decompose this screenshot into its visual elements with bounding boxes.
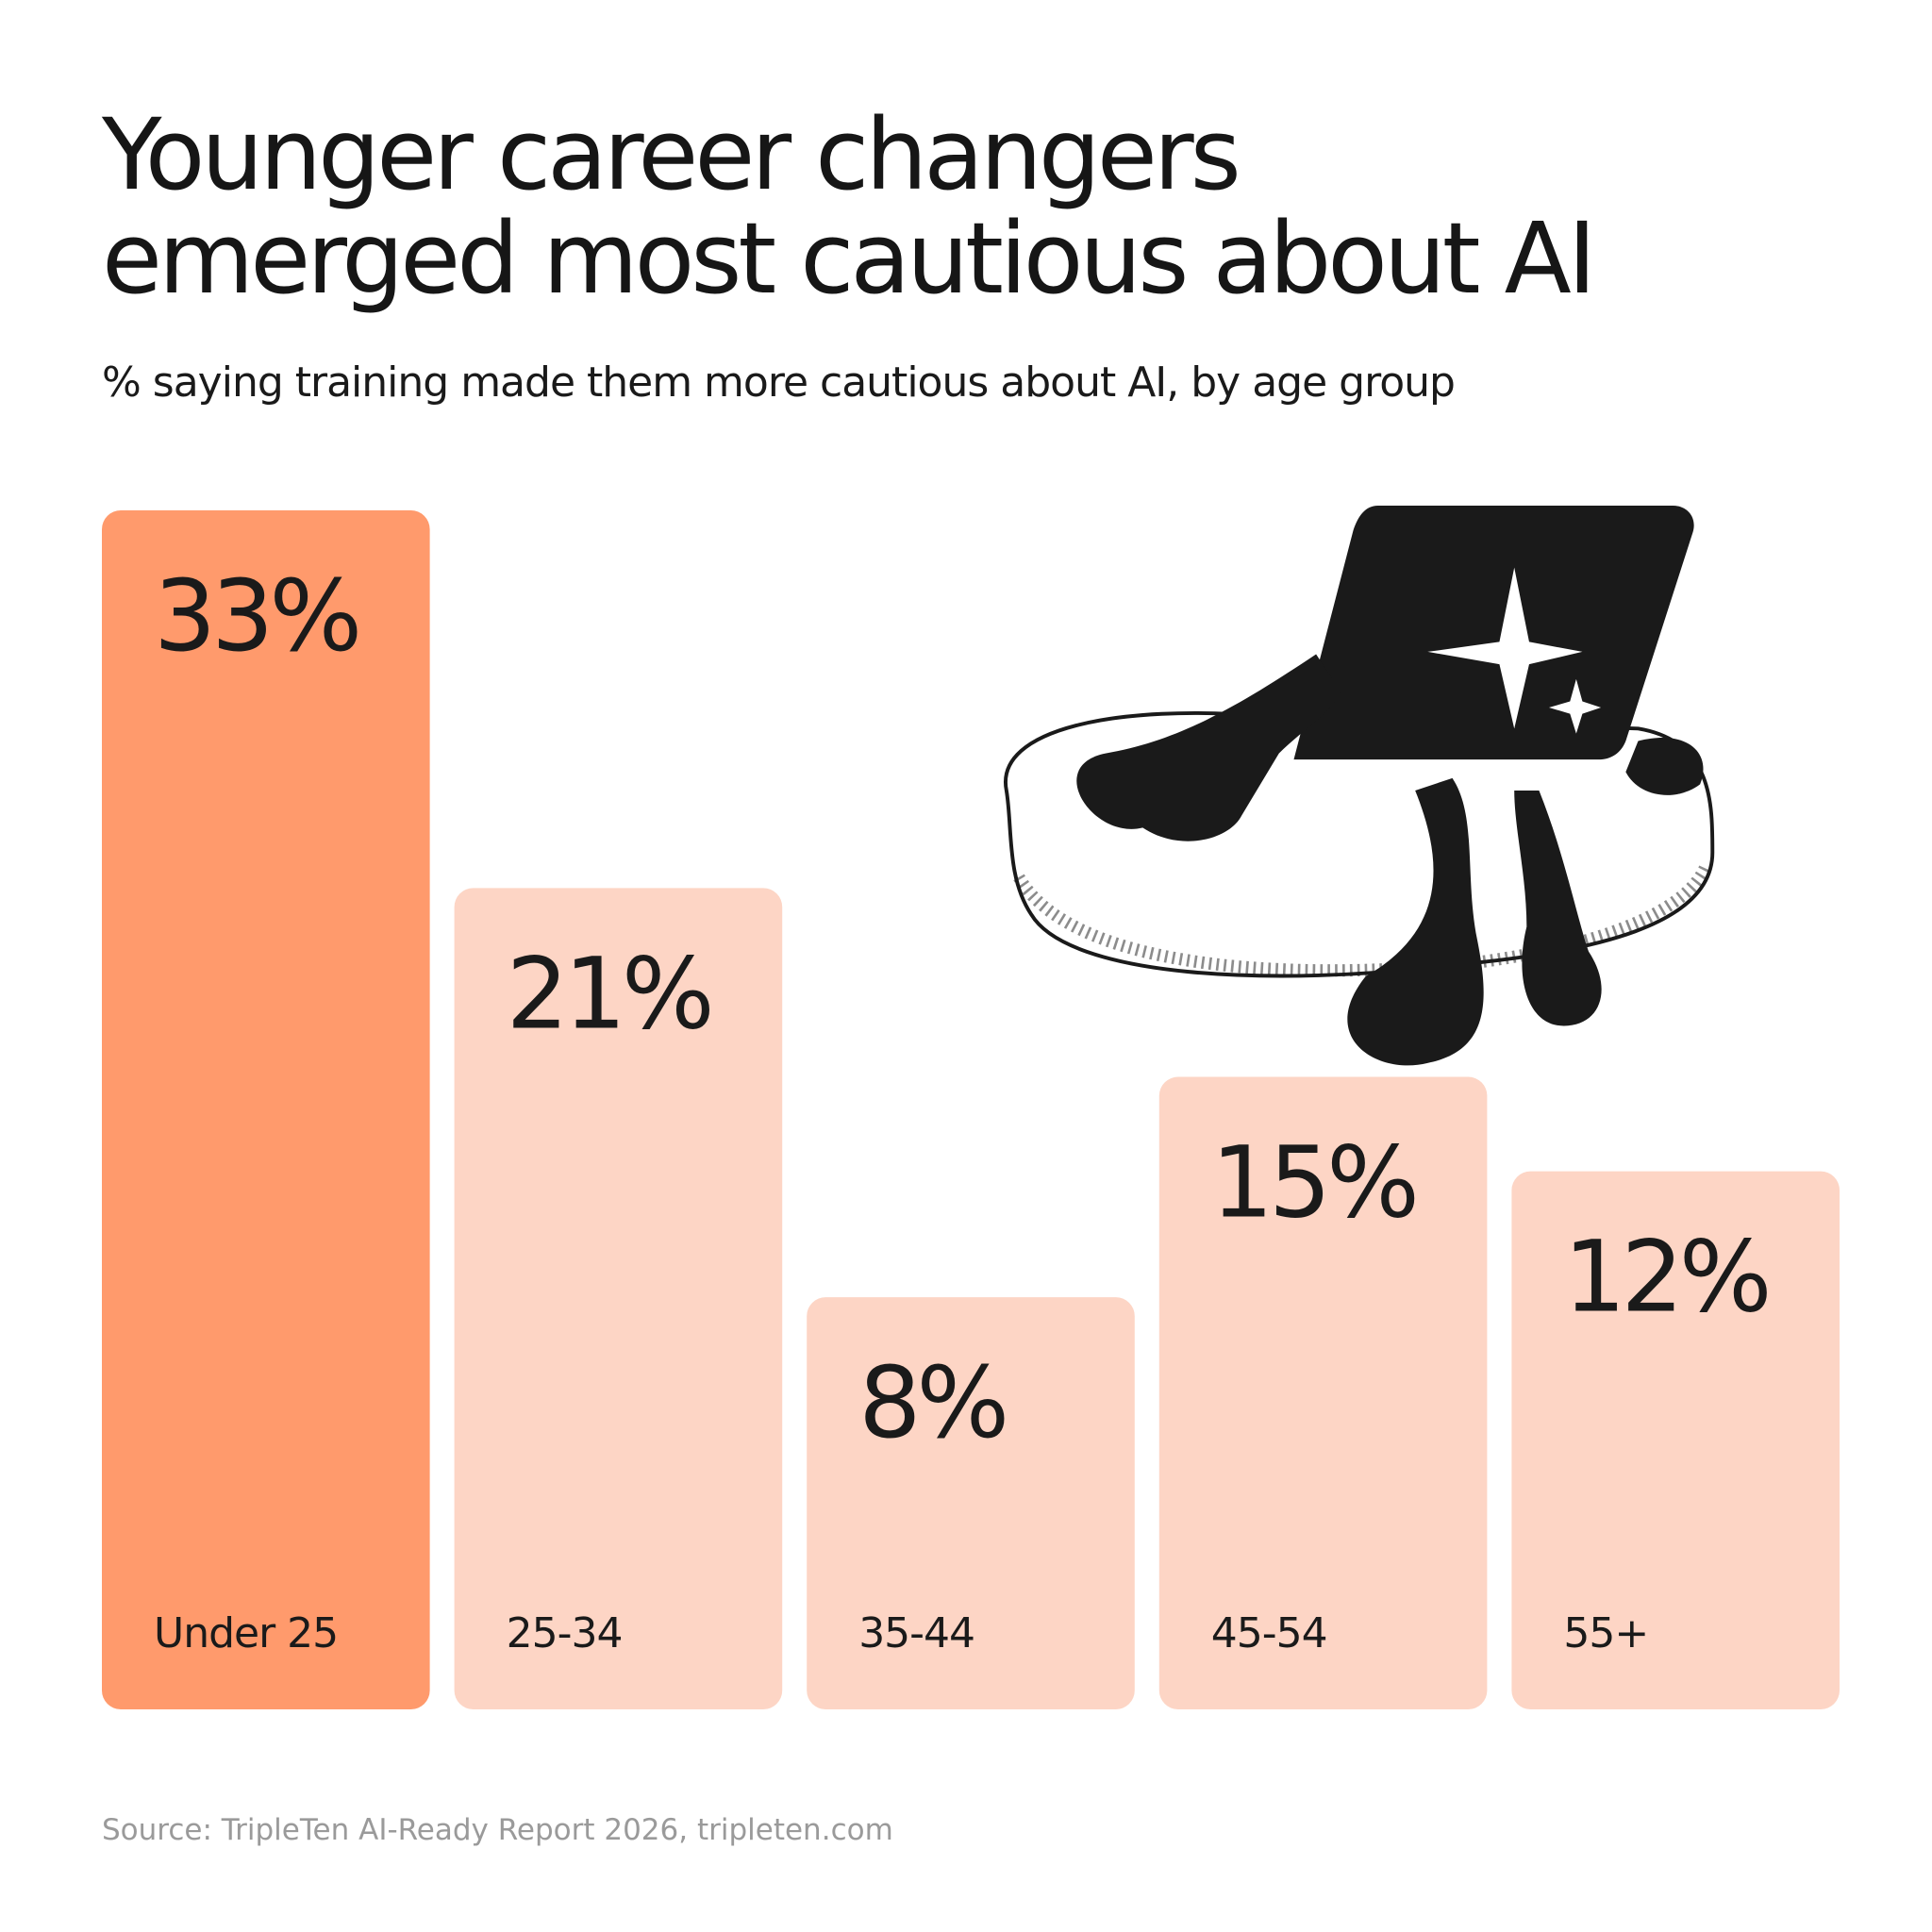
category-label: 35-44	[858, 1609, 974, 1657]
bar	[1158, 1076, 1488, 1709]
value-label: 15%	[1211, 1125, 1415, 1241]
source-note: Source: TripleTen AI-Ready Report 2026, …	[102, 1813, 893, 1847]
bar	[102, 510, 430, 1709]
category-label: 45-54	[1211, 1609, 1327, 1657]
bar	[454, 888, 783, 1709]
bar	[807, 1297, 1135, 1709]
value-label: 21%	[507, 936, 710, 1051]
illustration	[1004, 506, 1715, 1066]
category-label: 55+	[1563, 1609, 1648, 1657]
chart-title: emerged most cautious about AI	[102, 201, 1592, 316]
chart-title: Younger career changers	[101, 97, 1238, 212]
value-label: 33%	[154, 558, 358, 674]
category-label: 25-34	[507, 1609, 623, 1657]
value-label: 12%	[1563, 1220, 1767, 1335]
bar	[1511, 1171, 1840, 1709]
chart-subtitle: % saying training made them more cautiou…	[102, 358, 1455, 407]
value-label: 8%	[858, 1345, 1005, 1460]
category-label: Under 25	[154, 1609, 338, 1657]
